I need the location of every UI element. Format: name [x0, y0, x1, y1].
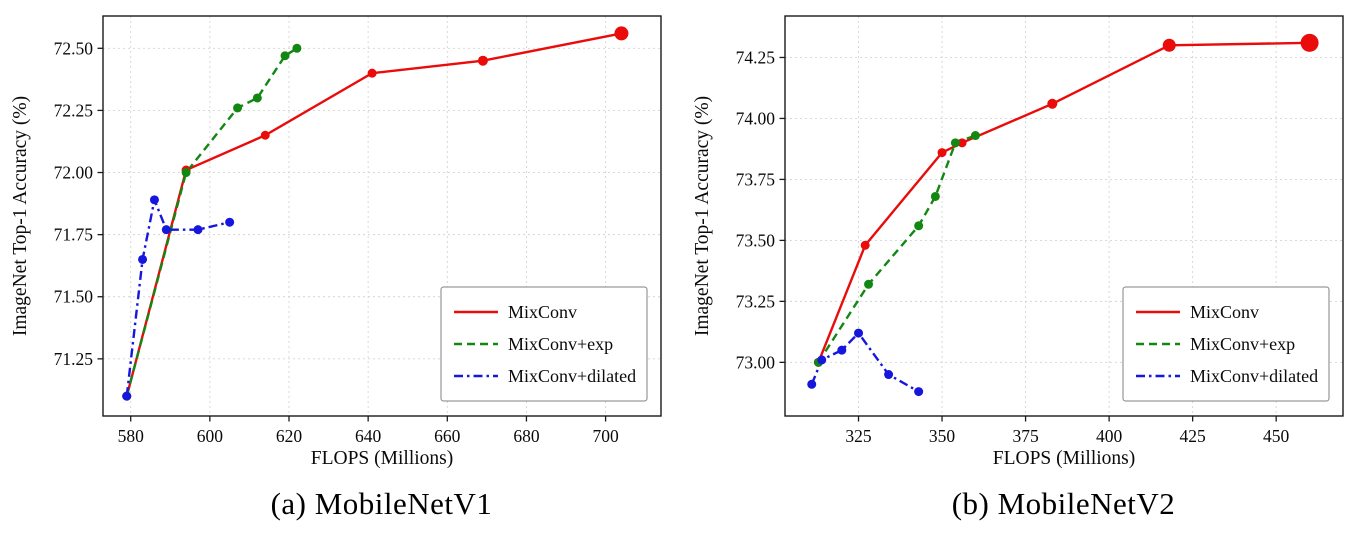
data-point — [260, 130, 270, 140]
x-tick-label: 660 — [434, 426, 461, 446]
x-tick-label: 350 — [928, 426, 955, 446]
data-point — [192, 225, 202, 235]
y-axis-label: ImageNet Top-1 Accuracy (%) — [692, 96, 713, 336]
y-tick-label: 71.50 — [53, 287, 93, 307]
data-point — [816, 355, 826, 365]
x-tick-label: 680 — [513, 426, 540, 446]
y-tick-label: 72.00 — [53, 163, 93, 183]
mobilenetv2-chart: 325 350 375 400 425 450 73.00 73.25 73.50 73.75 74… — [686, 4, 1357, 476]
y-tick-label: 74.00 — [735, 108, 775, 128]
data-point — [1046, 98, 1057, 109]
y-tick-label: 73.00 — [735, 352, 775, 372]
x-tick-label: 580 — [117, 426, 144, 446]
x-axis-label: FLOPS (Millions) — [310, 448, 453, 469]
data-point — [477, 55, 488, 66]
figures-row: 580 600 620 640 660 680 700 71.25 71.50 71.75 72.0… — [0, 4, 1361, 522]
data-point — [883, 370, 893, 380]
x-tick-label: 620 — [275, 426, 302, 446]
legend-label: MixConv+dilated — [1190, 366, 1318, 386]
data-point — [224, 217, 234, 227]
legend-box — [1122, 286, 1329, 402]
legend-label: MixConv+exp — [1190, 334, 1295, 354]
x-tick-label: 600 — [196, 426, 223, 446]
data-point — [367, 68, 377, 78]
y-tick-label: 72.50 — [53, 38, 93, 58]
data-point — [913, 387, 923, 397]
data-point — [291, 43, 301, 53]
data-point — [860, 240, 870, 250]
figure-a-caption: (a) MobileNetV1 — [270, 486, 493, 521]
data-point — [137, 254, 147, 264]
y-tick-label: 74.25 — [735, 47, 775, 67]
y-tick-label: 73.50 — [735, 230, 775, 250]
y-axis-label: ImageNet Top-1 Accuracy (%) — [10, 96, 31, 336]
data-point — [232, 103, 242, 113]
data-point — [161, 225, 171, 235]
data-point — [1162, 38, 1176, 52]
x-axis-label: FLOPS (Millions) — [992, 448, 1135, 469]
data-point — [913, 221, 923, 231]
series-line-mixconv-dilated — [125, 198, 230, 397]
data-point — [863, 279, 873, 289]
plot-frame — [101, 15, 662, 417]
x-tick-label: 450 — [1263, 426, 1290, 446]
data-point — [950, 138, 960, 148]
data-point — [957, 138, 967, 148]
data-point — [970, 131, 980, 141]
series-line-mixconv — [125, 32, 622, 397]
y-tick-label: 73.75 — [735, 169, 775, 189]
x-tick-label: 400 — [1095, 426, 1122, 446]
data-point — [853, 328, 863, 338]
x-tick-label: 425 — [1179, 426, 1206, 446]
data-point — [613, 26, 628, 41]
plot-frame — [783, 15, 1344, 417]
plot-background — [4, 4, 675, 476]
data-point — [252, 93, 262, 103]
data-point — [1300, 33, 1319, 52]
x-tick-label: 700 — [592, 426, 619, 446]
data-point — [121, 391, 131, 401]
data-point — [930, 191, 940, 201]
figure-b-caption: (b) MobileNetV2 — [951, 486, 1176, 521]
y-tick-label: 71.75 — [53, 225, 93, 245]
y-tick-label: 72.25 — [53, 100, 93, 120]
legend-label: MixConv+exp — [508, 334, 613, 354]
data-point — [937, 148, 947, 158]
data-point — [280, 51, 290, 61]
data-point — [836, 345, 846, 355]
legend-box — [440, 286, 647, 402]
figure-b: 325 350 375 400 425 450 73.00 73.25 73.50 73.75 74… — [686, 4, 1357, 522]
y-tick-label: 71.25 — [53, 349, 93, 369]
y-tick-label: 73.25 — [735, 291, 775, 311]
legend-label: MixConv — [508, 302, 577, 322]
x-tick-label: 640 — [355, 426, 382, 446]
data-point — [806, 379, 816, 389]
data-point — [181, 168, 191, 178]
x-tick-label: 375 — [1012, 426, 1039, 446]
legend-label: MixConv+dilated — [508, 366, 636, 386]
mobilenetv1-chart: 580 600 620 640 660 680 700 71.25 71.50 71.75 72.0… — [4, 4, 675, 476]
data-point — [149, 195, 159, 205]
legend-label: MixConv — [1190, 302, 1259, 322]
x-tick-label: 325 — [845, 426, 872, 446]
figure-a: 580 600 620 640 660 680 700 71.25 71.50 71.75 72.0… — [4, 4, 675, 522]
